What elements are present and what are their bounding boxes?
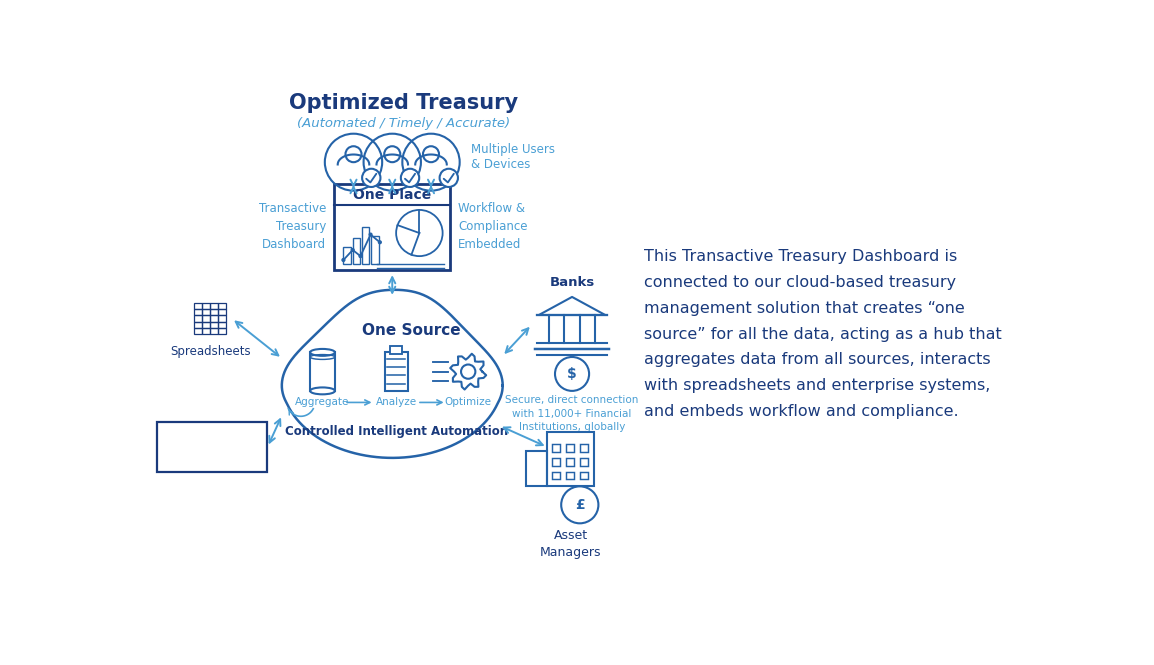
- Bar: [567, 471, 574, 479]
- Bar: [218, 303, 226, 309]
- Bar: [218, 328, 226, 334]
- Text: Workflow &
Compliance
Embedded: Workflow & Compliance Embedded: [458, 202, 527, 251]
- Bar: [218, 309, 226, 315]
- Bar: [372, 236, 379, 264]
- Bar: [567, 444, 574, 452]
- Bar: [553, 471, 560, 479]
- Bar: [194, 328, 202, 334]
- Bar: [580, 458, 587, 465]
- Bar: [310, 352, 335, 391]
- Text: Multiple Users
& Devices: Multiple Users & Devices: [471, 143, 555, 171]
- Text: One Source: One Source: [362, 323, 460, 338]
- Bar: [344, 247, 351, 264]
- Bar: [202, 309, 210, 315]
- Bar: [525, 451, 547, 485]
- Circle shape: [555, 357, 589, 391]
- Text: This Transactive Treasury Dashboard is
connected to our cloud-based treasury
man: This Transactive Treasury Dashboard is c…: [644, 249, 1002, 419]
- Text: Optimized Treasury: Optimized Treasury: [290, 93, 518, 113]
- Text: Secure, direct connection
with 11,000+ Financial
Institutions, globally: Secure, direct connection with 11,000+ F…: [505, 396, 638, 432]
- Bar: [384, 352, 407, 391]
- Bar: [202, 315, 210, 322]
- Bar: [567, 458, 574, 465]
- Bar: [218, 315, 226, 322]
- Bar: [580, 444, 587, 452]
- Bar: [194, 309, 202, 315]
- Bar: [194, 303, 202, 309]
- Circle shape: [362, 169, 381, 187]
- Bar: [202, 322, 210, 328]
- Bar: [353, 237, 360, 264]
- Bar: [580, 471, 587, 479]
- Ellipse shape: [310, 388, 335, 394]
- Text: Analyze: Analyze: [375, 398, 417, 408]
- Text: Asset
Managers: Asset Managers: [540, 529, 601, 559]
- Bar: [218, 322, 226, 328]
- Text: £: £: [575, 498, 585, 512]
- Text: Enterprise
Systems: Enterprise Systems: [180, 432, 245, 462]
- Circle shape: [351, 249, 354, 251]
- Bar: [362, 227, 369, 264]
- Text: One Place: One Place: [353, 188, 432, 201]
- Bar: [210, 303, 218, 309]
- Text: $: $: [567, 367, 577, 381]
- Circle shape: [359, 255, 362, 257]
- Bar: [553, 444, 560, 452]
- Text: Transactive
Treasury
Dashboard: Transactive Treasury Dashboard: [258, 202, 327, 251]
- Bar: [202, 303, 210, 309]
- Bar: [202, 328, 210, 334]
- Bar: [194, 322, 202, 328]
- Bar: [390, 346, 402, 354]
- Text: Controlled Intelligent Automation: Controlled Intelligent Automation: [285, 425, 508, 438]
- Circle shape: [561, 486, 599, 523]
- Text: Optimize: Optimize: [444, 398, 492, 408]
- Circle shape: [440, 169, 458, 187]
- Bar: [194, 315, 202, 322]
- Ellipse shape: [310, 349, 335, 356]
- Polygon shape: [282, 290, 503, 458]
- Bar: [210, 309, 218, 315]
- Text: (Automated / Timely / Accurate): (Automated / Timely / Accurate): [298, 117, 510, 130]
- Text: Spreadsheets: Spreadsheets: [170, 345, 250, 358]
- Bar: [210, 315, 218, 322]
- Bar: [210, 322, 218, 328]
- Bar: [210, 328, 218, 334]
- Bar: [335, 184, 450, 270]
- Circle shape: [342, 259, 345, 261]
- Circle shape: [400, 169, 419, 187]
- Text: Aggregate: Aggregate: [295, 398, 350, 408]
- Bar: [547, 432, 594, 485]
- Circle shape: [379, 241, 381, 243]
- Circle shape: [369, 233, 372, 236]
- Text: Banks: Banks: [549, 276, 594, 289]
- Bar: [157, 422, 268, 472]
- Bar: [553, 458, 560, 465]
